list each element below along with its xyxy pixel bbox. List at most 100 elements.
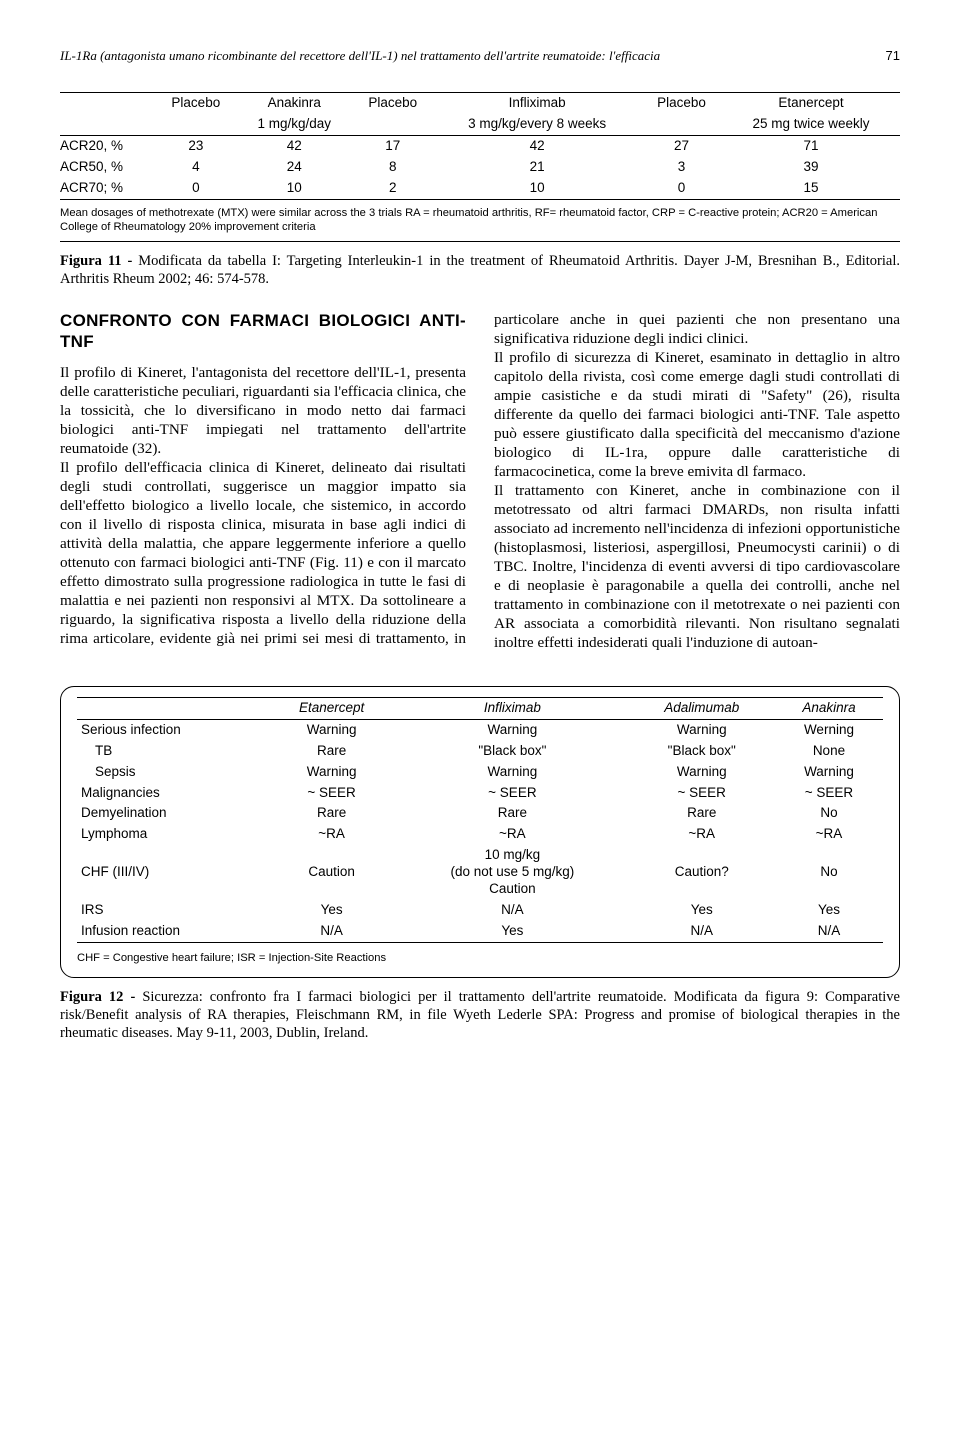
table-cell: ~RA	[775, 824, 883, 845]
table-row-label: Lymphoma	[77, 824, 267, 845]
table-row-label: Infusion reaction	[77, 921, 267, 942]
table-cell: 23	[155, 136, 236, 157]
table-row-label: ACR20, %	[60, 136, 155, 157]
col-2-bottom: 1 mg/kg/day	[236, 114, 352, 135]
table-row-label: Demyelination	[77, 803, 267, 824]
col-4-top: Infliximab	[433, 93, 641, 114]
table-cell: No	[775, 803, 883, 824]
table-cell: N/A	[396, 900, 628, 921]
table-cell: 39	[722, 157, 900, 178]
table-cell: ~ SEER	[396, 783, 628, 804]
table-cell: Yes	[396, 921, 628, 942]
table-cell: Caution?	[629, 845, 775, 900]
table-row-label: ACR70; %	[60, 178, 155, 199]
table-row-label: Serious infection	[77, 720, 267, 741]
t2-h2: Infliximab	[396, 698, 628, 719]
col-5-top: Placebo	[641, 93, 722, 114]
table-cell: Warning	[629, 762, 775, 783]
table-cell: 0	[641, 178, 722, 199]
table-cell: Rare	[396, 803, 628, 824]
col-3-top: Placebo	[352, 93, 433, 114]
table-cell: Rare	[629, 803, 775, 824]
table-cell: 21	[433, 157, 641, 178]
table-cell: 24	[236, 157, 352, 178]
table-cell: N/A	[775, 921, 883, 942]
table-row-label: Sepsis	[77, 762, 267, 783]
paragraph: Il profilo di Kineret, l'antagonista del…	[60, 363, 466, 458]
table-cell: 10 mg/kg(do not use 5 mg/kg)Caution	[396, 845, 628, 900]
table-row-label: ACR50, %	[60, 157, 155, 178]
col-5-bottom	[641, 114, 722, 135]
caption-label: Figura 11 -	[60, 253, 138, 269]
col-2-top: Anakinra	[236, 93, 352, 114]
table-cell: 2	[352, 178, 433, 199]
table-cell: 10	[433, 178, 641, 199]
table-cell: "Black box"	[396, 741, 628, 762]
table-cell: Caution	[267, 845, 396, 900]
table-cell: 17	[352, 136, 433, 157]
col-0-bottom	[60, 114, 155, 135]
running-header: IL-1Ra (antagonista umano ricombinante d…	[60, 48, 900, 64]
table-cell: Yes	[629, 900, 775, 921]
table-cell: N/A	[629, 921, 775, 942]
page-number: 71	[886, 48, 900, 64]
table-cell: ~ SEER	[629, 783, 775, 804]
paragraph: Il trattamento con Kineret, anche in com…	[494, 481, 900, 652]
table-cell: "Black box"	[629, 741, 775, 762]
table-cell: ~ SEER	[267, 783, 396, 804]
table-cell: Warning	[396, 720, 628, 741]
t2-h4: Anakinra	[775, 698, 883, 719]
caption-label: Figura 12 -	[60, 989, 142, 1005]
table-cell: 3	[641, 157, 722, 178]
table-cell: None	[775, 741, 883, 762]
body-columns: CONFRONTO CON FARMACI BIOLOGICI ANTI-TNF…	[60, 310, 900, 652]
col-3-bottom	[352, 114, 433, 135]
paragraph: Il profilo di sicurezza di Kineret, esam…	[494, 348, 900, 481]
table-cell: ~RA	[396, 824, 628, 845]
table-cell: Yes	[775, 900, 883, 921]
table-figure-11: Placebo Anakinra Placebo Infliximab Plac…	[60, 92, 900, 199]
table-cell: 10	[236, 178, 352, 199]
table-cell: Werning	[775, 720, 883, 741]
col-1-top: Placebo	[155, 93, 236, 114]
table-cell: 27	[641, 136, 722, 157]
table-cell: 8	[352, 157, 433, 178]
col-6-bottom: 25 mg twice weekly	[722, 114, 900, 135]
t2-h1: Etanercept	[267, 698, 396, 719]
figure-12-caption: Figura 12 - Sicurezza: confronto fra I f…	[60, 988, 900, 1042]
table-cell: 42	[433, 136, 641, 157]
table-cell: Warning	[629, 720, 775, 741]
table-cell: 71	[722, 136, 900, 157]
table-cell: 15	[722, 178, 900, 199]
table-cell: Warning	[267, 720, 396, 741]
table-row-label: IRS	[77, 900, 267, 921]
col-1-bottom	[155, 114, 236, 135]
table-row-label: CHF (III/IV)	[77, 845, 267, 900]
table-cell: N/A	[267, 921, 396, 942]
t2-h3: Adalimumab	[629, 698, 775, 719]
table-cell: Warning	[396, 762, 628, 783]
caption-text: Modificata da tabella I: Targeting Inter…	[60, 253, 900, 287]
col-6-top: Etanercept	[722, 93, 900, 114]
t2-h0	[77, 698, 267, 719]
table-figure-12: Etanercept Infliximab Adalimumab Anakinr…	[77, 697, 883, 943]
table-cell: Warning	[267, 762, 396, 783]
table-row-label: TB	[77, 741, 267, 762]
figure-11-caption: Figura 11 - Modificata da tabella I: Tar…	[60, 252, 900, 288]
running-title: IL-1Ra (antagonista umano ricombinante d…	[60, 48, 660, 64]
table-cell: Warning	[775, 762, 883, 783]
table-figure-12-box: Etanercept Infliximab Adalimumab Anakinr…	[60, 686, 900, 978]
table-cell: Yes	[267, 900, 396, 921]
table-cell: 0	[155, 178, 236, 199]
table-cell: Rare	[267, 741, 396, 762]
col-4-bottom: 3 mg/kg/every 8 weeks	[433, 114, 641, 135]
table-cell: ~ SEER	[775, 783, 883, 804]
table-row-label: Malignancies	[77, 783, 267, 804]
table-cell: No	[775, 845, 883, 900]
table2-footnote: CHF = Congestive heart failure; ISR = In…	[77, 951, 883, 966]
section-heading: CONFRONTO CON FARMACI BIOLOGICI ANTI-TNF	[60, 310, 466, 353]
table1-footnote: Mean dosages of methotrexate (MTX) were …	[60, 206, 900, 235]
table-cell: 4	[155, 157, 236, 178]
table-cell: Rare	[267, 803, 396, 824]
table-cell: ~RA	[629, 824, 775, 845]
